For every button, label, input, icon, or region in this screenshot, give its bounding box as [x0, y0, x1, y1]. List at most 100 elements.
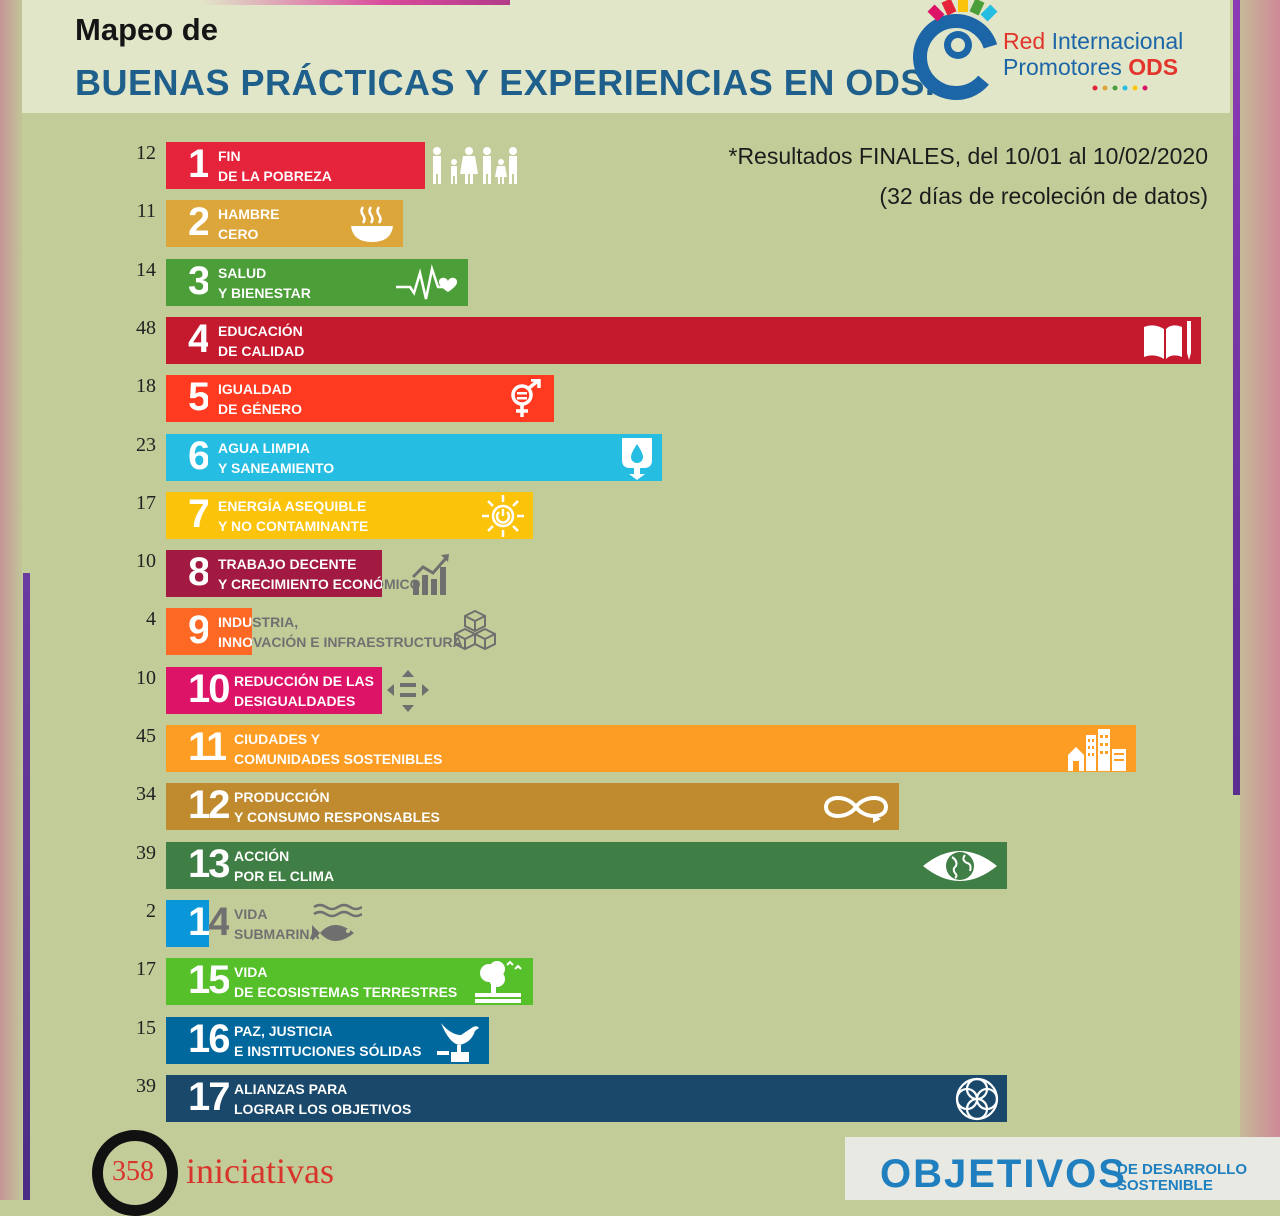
bar-label-5: IGUALDAD DE GÉNERO [218, 375, 302, 422]
bar-label-15: VIDA DE ECOSISTEMAS TERRESTRES [234, 958, 457, 1005]
bar-label-line1: REDUCCIÓN DE LAS [234, 672, 375, 689]
bar-label-line2: Y NO CONTAMINANTE [218, 517, 369, 534]
bar-count-11: 45 [136, 725, 156, 747]
water-drop-icon [620, 436, 654, 485]
bar-count-16: 15 [136, 1017, 156, 1039]
bar-label-line1: INDUSTRIA, [218, 613, 299, 630]
red-promotores-logo: Red Internacional Promotores ODS [906, 0, 1206, 110]
bar-ods-4 [166, 317, 1201, 364]
logo-dots-icon [1092, 85, 1148, 91]
bar-label-2: HAMBRE CERO [218, 200, 279, 247]
bar-count-3: 14 [136, 259, 156, 281]
bar-label-line2: Y BIENESTAR [218, 284, 311, 301]
sun-power-icon [481, 494, 525, 543]
bar-label-line1: EDUCACIÓN [218, 322, 303, 339]
bar-ods-16 [166, 1017, 489, 1064]
bar-label-line1: ENERGÍA ASEQUIBLE [218, 497, 367, 514]
bar-label-line1: HAMBRE [218, 205, 280, 222]
bar-label-line2: DESIGUALDADES [234, 692, 356, 709]
bar-label-13: ACCIÓN POR EL CLIMA [234, 842, 334, 889]
bar-ods-17 [166, 1075, 1007, 1122]
bar-label-10: REDUCCIÓN DE LAS DESIGUALDADES [234, 667, 374, 714]
bar-ods-10 [166, 667, 382, 714]
bar-label-line2: DE CALIDAD [218, 342, 305, 359]
tree-icon [475, 959, 525, 1010]
bar-count-10: 10 [136, 667, 156, 689]
infinity-icon [821, 787, 891, 832]
decorative-line-left [23, 573, 30, 1200]
bar-number-13: 13 [188, 842, 230, 889]
bar-label-17: ALIANZAS PARA LOGRAR LOS OBJETIVOS [234, 1075, 411, 1122]
bar-label-line1: ALIANZAS PARA [234, 1080, 348, 1097]
bar-ods-8 [166, 550, 382, 597]
logo-text-line1: Red Internacional [1003, 28, 1184, 54]
bar-ods-5 [166, 375, 554, 422]
bar-label-line2: POR EL CLIMA [234, 867, 335, 884]
bar-count-15: 17 [136, 958, 156, 980]
bar-label-line2: DE LA POBREZA [218, 167, 332, 184]
bar-label-9: INDUSTRIA, INNOVACIÓN E INFRAESTRUCTURA [218, 608, 463, 655]
bar-count-9: 4 [146, 608, 156, 630]
bar-count-17: 39 [136, 1075, 156, 1097]
bar-label-line1: VIDA [234, 905, 268, 922]
bar-ods-13 [166, 842, 1007, 889]
gender-icon [506, 378, 546, 424]
bar-number-7: 7 [188, 492, 210, 539]
bar-number-16: 16 [188, 1017, 230, 1064]
bar-number-5: 5 [188, 375, 210, 422]
bar-ods-1 [166, 142, 425, 189]
bar-count-7: 17 [136, 492, 156, 514]
ods-footer-subtitle: DE DESARROLLO SOSTENIBLE [1117, 1162, 1247, 1194]
bar-label-line2: CERO [218, 225, 259, 242]
bar-label-line2: SUBMARINA [234, 925, 320, 942]
bar-ods-14 [166, 900, 209, 947]
decorative-edge-right [1240, 0, 1280, 1200]
bar-count-14: 2 [146, 900, 156, 922]
bar-number-2: 2 [188, 200, 210, 247]
bar-number-1: 1 [188, 142, 210, 189]
bar-ods-6 [166, 434, 662, 481]
page-title-line2: BUENAS PRÁCTICAS Y EXPERIENCIAS EN ODS. [75, 62, 936, 103]
header-band [22, 0, 1230, 113]
page-title-line1: Mapeo de [75, 12, 218, 47]
bar-number-10: 10 [188, 667, 230, 714]
bar-number-9: 9 [188, 608, 210, 655]
bar-count-13: 39 [136, 842, 156, 864]
bar-label-8: TRABAJO DECENTE Y CRECIMIENTO ECONÓMICO [218, 550, 421, 597]
family-icon [429, 146, 519, 191]
decorative-edge-left [0, 0, 22, 1200]
bar-label-line2: DE ECOSISTEMAS TERRESTRES [234, 983, 458, 1000]
bar-number-6: 6 [188, 434, 210, 481]
results-note: *Resultados FINALES, del 10/01 al 10/02/… [729, 136, 1209, 216]
bar-count-8: 10 [136, 550, 156, 572]
bar-ods-15 [166, 958, 533, 1005]
bar-label-line1: CIUDADES Y [234, 730, 321, 747]
bar-label-line2: Y SANEAMIENTO [218, 459, 335, 476]
bar-label-6: AGUA LIMPIA Y SANEAMIENTO [218, 434, 334, 481]
bar-label-line2: COMUNIDADES SOSTENIBLES [234, 750, 443, 767]
bar-label-line2: LOGRAR LOS OBJETIVOS [234, 1100, 412, 1117]
bar-label-line1: IGUALDAD [218, 380, 292, 397]
equality-arrows-icon [386, 669, 430, 718]
bar-label-line1: SALUD [218, 264, 267, 281]
fish-icon [312, 903, 363, 950]
bar-label-line1: ACCIÓN [234, 847, 290, 864]
bar-label-line1: TRABAJO DECENTE [218, 555, 357, 572]
bar-count-5: 18 [136, 375, 156, 397]
decorative-streak [200, 0, 510, 5]
total-label: iniciativas [186, 1151, 334, 1191]
bar-label-3: SALUD Y BIENESTAR [218, 259, 311, 306]
decorative-line-right [1233, 0, 1240, 795]
city-icon [1068, 727, 1128, 776]
eye-globe-icon [921, 845, 999, 892]
bar-ods-9 [166, 608, 252, 655]
bar-label-line1: AGUA LIMPIA [218, 439, 311, 456]
ods-footer-title: OBJETIVOS [880, 1152, 1127, 1196]
total-value: 358 [112, 1156, 154, 1187]
bar-number-12: 12 [188, 783, 230, 830]
bar-label-line1: PRODUCCIÓN [234, 788, 330, 805]
bar-number-14: 14 [188, 900, 230, 947]
bar-label-line2: Y CONSUMO RESPONSABLES [234, 808, 440, 825]
bar-label-line2: DE GÉNERO [218, 400, 303, 417]
bar-label-11: CIUDADES Y COMUNIDADES SOSTENIBLES [234, 725, 442, 772]
